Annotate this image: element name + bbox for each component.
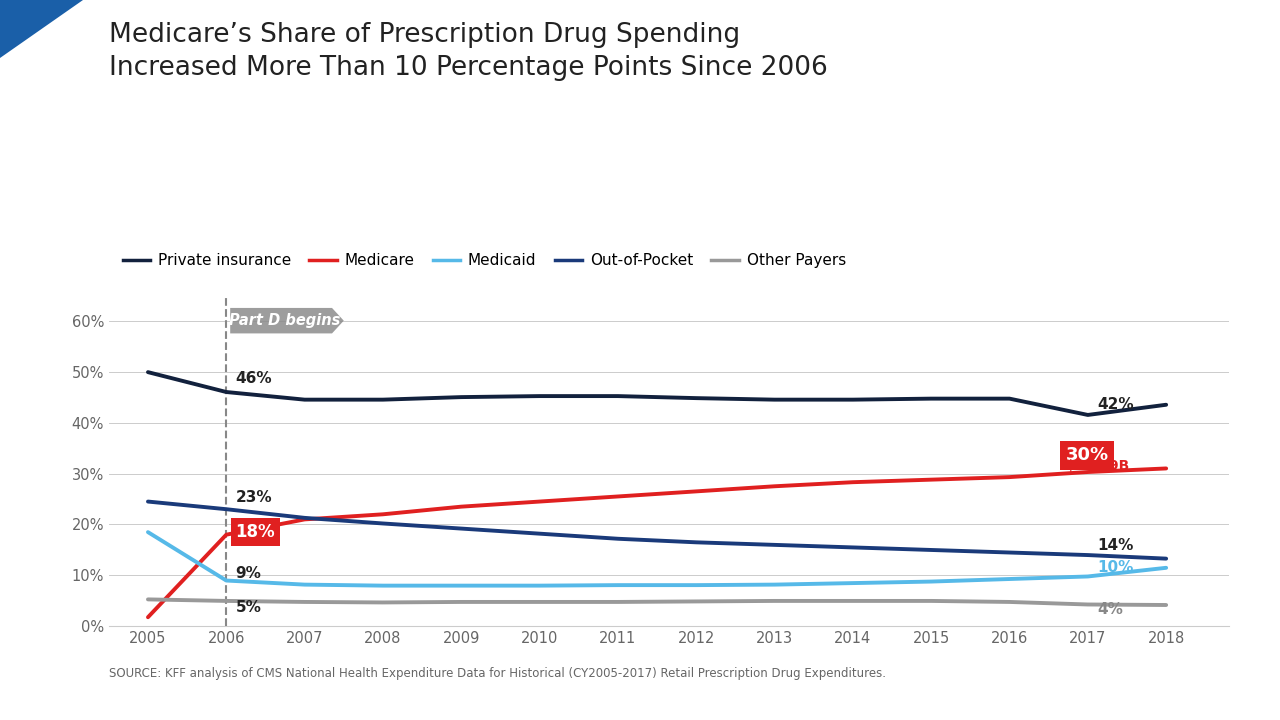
Text: Part D begins: Part D begins xyxy=(229,313,340,328)
Text: $100.9B: $100.9B xyxy=(1066,459,1130,474)
Text: 18%: 18% xyxy=(236,523,275,541)
Text: 42%: 42% xyxy=(1097,397,1134,412)
Text: 23%: 23% xyxy=(236,490,273,505)
Text: 14%: 14% xyxy=(1097,538,1134,553)
Text: 4%: 4% xyxy=(1097,602,1123,616)
Legend: Private insurance, Medicare, Medicaid, Out-of-Pocket, Other Payers: Private insurance, Medicare, Medicaid, O… xyxy=(116,247,852,274)
Text: Medicare’s Share of Prescription Drug Spending
Increased More Than 10 Percentage: Medicare’s Share of Prescription Drug Sp… xyxy=(109,22,828,81)
Text: 9%: 9% xyxy=(236,566,261,581)
Text: 46%: 46% xyxy=(236,371,273,386)
Text: 30%: 30% xyxy=(1066,446,1108,464)
Text: 10%: 10% xyxy=(1097,560,1134,575)
Text: 5%: 5% xyxy=(236,600,261,615)
Polygon shape xyxy=(230,308,344,361)
Text: SOURCE: KFF analysis of CMS National Health Expenditure Data for Historical (CY2: SOURCE: KFF analysis of CMS National Hea… xyxy=(109,667,886,680)
